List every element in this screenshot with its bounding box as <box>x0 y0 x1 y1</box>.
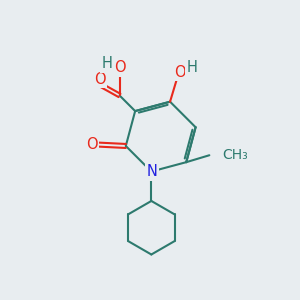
Text: CH₃: CH₃ <box>223 148 248 162</box>
Text: N: N <box>146 164 157 179</box>
Text: H: H <box>187 61 197 76</box>
Text: O: O <box>114 60 125 75</box>
Text: O: O <box>174 64 186 80</box>
Text: O: O <box>94 71 106 86</box>
Text: O: O <box>86 137 98 152</box>
Text: H: H <box>102 56 113 71</box>
